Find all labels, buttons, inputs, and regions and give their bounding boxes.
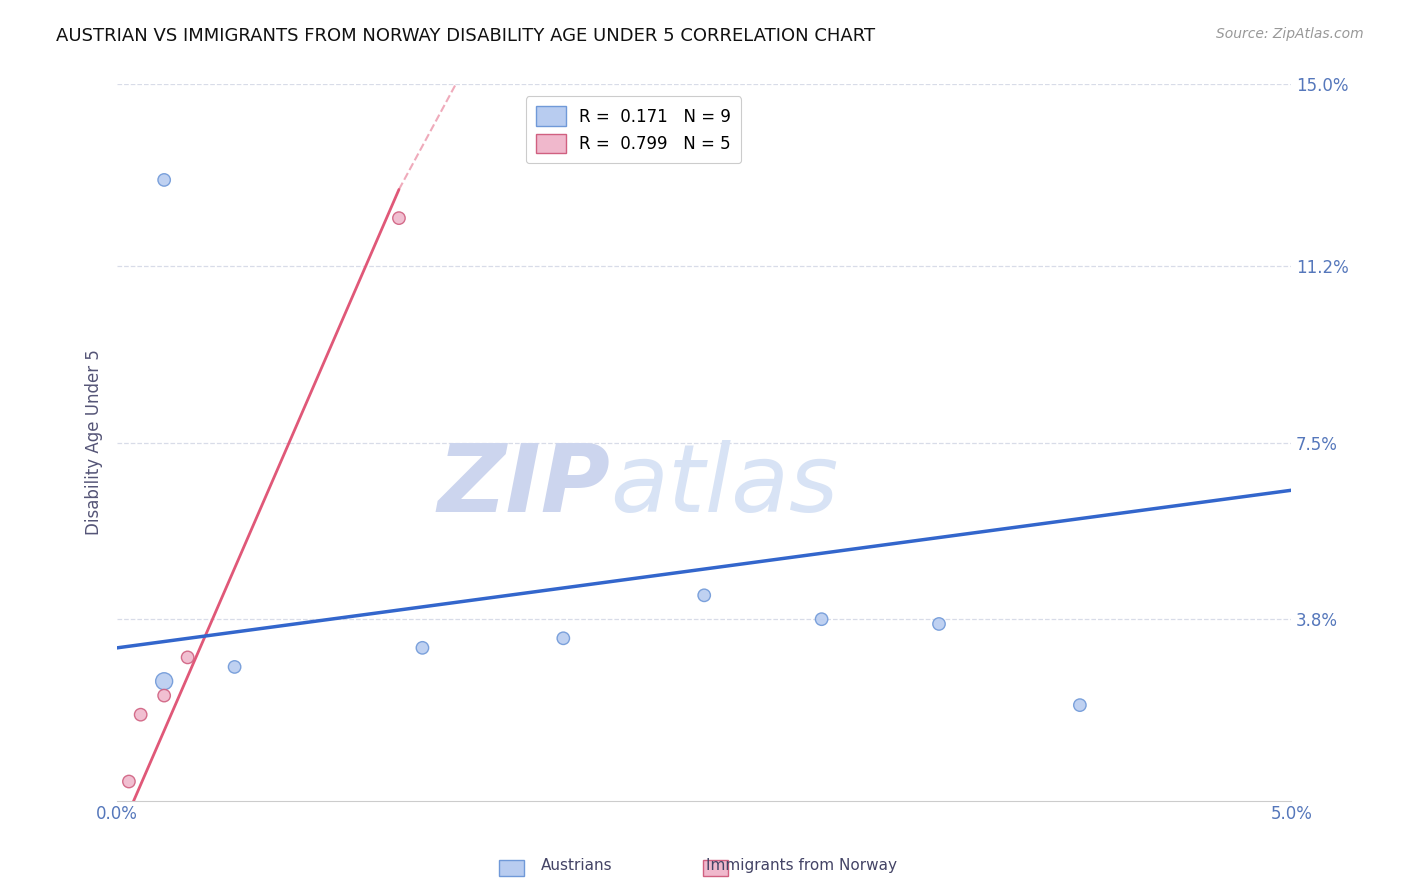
Text: atlas: atlas — [610, 440, 838, 531]
Point — [153, 689, 176, 703]
Point — [810, 612, 832, 626]
Point — [553, 632, 575, 646]
Point — [224, 660, 246, 674]
Point — [153, 173, 176, 187]
Point — [693, 588, 716, 602]
Text: Source: ZipAtlas.com: Source: ZipAtlas.com — [1216, 27, 1364, 41]
Text: Austrians: Austrians — [541, 858, 612, 872]
Text: Immigrants from Norway: Immigrants from Norway — [706, 858, 897, 872]
Point — [153, 674, 176, 689]
Point — [129, 707, 152, 722]
Point — [118, 774, 141, 789]
Legend: R =  0.171   N = 9, R =  0.799   N = 5: R = 0.171 N = 9, R = 0.799 N = 5 — [526, 96, 741, 163]
Point — [411, 640, 433, 655]
Text: AUSTRIAN VS IMMIGRANTS FROM NORWAY DISABILITY AGE UNDER 5 CORRELATION CHART: AUSTRIAN VS IMMIGRANTS FROM NORWAY DISAB… — [56, 27, 876, 45]
Point — [388, 211, 411, 226]
Point — [928, 617, 950, 632]
Y-axis label: Disability Age Under 5: Disability Age Under 5 — [86, 350, 103, 535]
Point — [176, 650, 198, 665]
Point — [1069, 698, 1091, 713]
Text: ZIP: ZIP — [437, 440, 610, 532]
